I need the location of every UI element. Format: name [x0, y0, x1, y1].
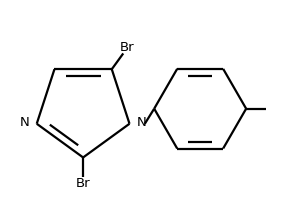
- Text: N: N: [136, 116, 146, 129]
- Text: Br: Br: [76, 177, 90, 190]
- Text: Br: Br: [120, 41, 135, 54]
- Text: N: N: [20, 116, 30, 129]
